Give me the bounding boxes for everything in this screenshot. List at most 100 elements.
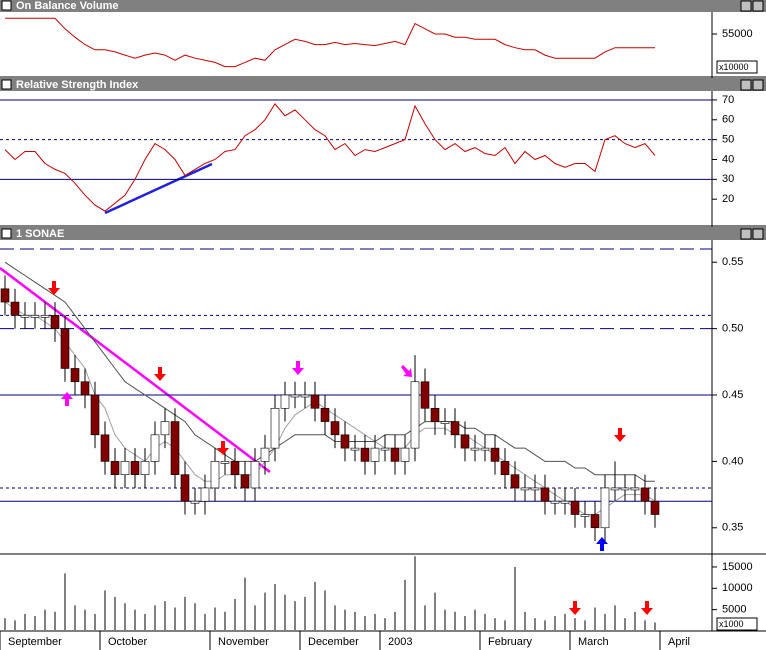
minimize-button[interactable] — [740, 0, 752, 12]
candle-body — [380, 447, 390, 451]
volume-bar — [644, 620, 646, 631]
pane-checkbox[interactable] — [1, 79, 12, 90]
volume-bar — [444, 609, 446, 631]
candle-body — [240, 474, 250, 489]
candle-body — [110, 461, 120, 475]
pane-title: Relative Strength Index — [16, 79, 139, 91]
scale-label: x10000 — [719, 62, 749, 72]
volume-bar — [604, 613, 606, 631]
volume-bar — [594, 607, 596, 631]
candle-body — [520, 487, 530, 491]
volume-bar — [654, 622, 656, 631]
candle-body — [10, 301, 20, 316]
volume-bar — [164, 601, 166, 631]
annotation-arrow — [614, 428, 626, 442]
maximize-button[interactable] — [752, 0, 764, 12]
maximize-button[interactable] — [752, 79, 764, 91]
indicator-line — [5, 17, 655, 68]
volume-bar — [54, 611, 56, 631]
volume-bar — [474, 609, 476, 631]
candle-body — [360, 447, 370, 462]
candle-body — [600, 487, 610, 529]
x-tick-label: December — [308, 636, 359, 648]
x-tick-label: November — [218, 636, 269, 648]
volume-bar — [84, 609, 86, 631]
y-tick-label: 5000 — [722, 604, 746, 616]
candle-body — [220, 461, 230, 464]
annotation-arrow — [154, 367, 166, 381]
candle-body — [80, 381, 90, 396]
candle-body — [250, 461, 260, 489]
candle-body — [440, 421, 450, 424]
annotation-arrow — [217, 441, 229, 455]
volume-bar — [544, 620, 546, 631]
candle-body — [140, 461, 150, 475]
volume-bar — [74, 605, 76, 631]
y-tick-label: 20 — [722, 193, 734, 205]
moving-average — [4, 261, 655, 482]
candle-body — [30, 315, 40, 318]
candle-body — [400, 447, 410, 462]
volume-bar — [304, 596, 306, 631]
title-bars — [0, 0, 766, 240]
volume-bar — [354, 611, 356, 631]
volume-bar — [104, 590, 106, 631]
volume-bar — [14, 620, 16, 631]
candle-body — [280, 394, 290, 409]
candle-body — [590, 514, 600, 529]
volume-bar — [454, 611, 456, 631]
y-tick-label: 55000 — [722, 28, 753, 40]
annotation-arrow — [61, 392, 73, 406]
volume-bar — [564, 613, 566, 631]
volume-bar — [494, 618, 496, 631]
volume-bar — [504, 620, 506, 631]
y-tick-label: 0.55 — [722, 256, 743, 268]
candle-body — [320, 407, 330, 422]
candle-body — [460, 434, 470, 449]
y-tick-label: 30 — [722, 173, 734, 185]
volume-bar — [254, 605, 256, 631]
volume-bar — [374, 613, 376, 631]
pane-title: 1 SONAE — [16, 228, 64, 240]
annotation-arrow — [569, 601, 581, 615]
candle-body — [190, 500, 200, 504]
volume-bar — [244, 577, 246, 631]
volume-bar — [24, 613, 26, 631]
x-tick-label: April — [668, 636, 690, 648]
candle-body — [420, 381, 430, 409]
minimize-button[interactable] — [740, 79, 752, 91]
volume-bar — [264, 592, 266, 631]
annotation-arrow — [48, 281, 60, 295]
title-bar — [0, 78, 766, 91]
x-tick-label: 2003 — [388, 636, 412, 648]
volume-bar — [324, 590, 326, 631]
volume-bar — [284, 594, 286, 631]
volume-bar — [484, 613, 486, 631]
candle-body — [530, 487, 540, 491]
volume-bar — [144, 613, 146, 631]
candle-body — [170, 421, 180, 475]
candle-body — [90, 394, 100, 436]
volume-bar — [434, 592, 436, 631]
maximize-button[interactable] — [752, 228, 764, 240]
candle-body — [260, 447, 270, 462]
volume-bar — [514, 566, 516, 631]
trend-line — [0, 267, 271, 473]
volume-bar — [294, 601, 296, 631]
candle-body — [620, 487, 630, 491]
title-bar — [0, 0, 766, 12]
volume-bar — [194, 603, 196, 631]
minimize-button[interactable] — [740, 228, 752, 240]
y-tick-label: 0.45 — [722, 389, 743, 401]
candle-body — [580, 514, 590, 517]
volume-bar — [574, 618, 576, 631]
candle-body — [160, 421, 170, 436]
x-tick-label: September — [8, 636, 62, 648]
y-tick-label: 0.50 — [722, 323, 743, 335]
pane-checkbox[interactable] — [1, 228, 12, 239]
volume-bar — [44, 609, 46, 631]
pane-checkbox[interactable] — [1, 0, 12, 11]
candle-body — [430, 407, 440, 422]
volume-bar — [624, 618, 626, 631]
volume-bar — [534, 618, 536, 631]
